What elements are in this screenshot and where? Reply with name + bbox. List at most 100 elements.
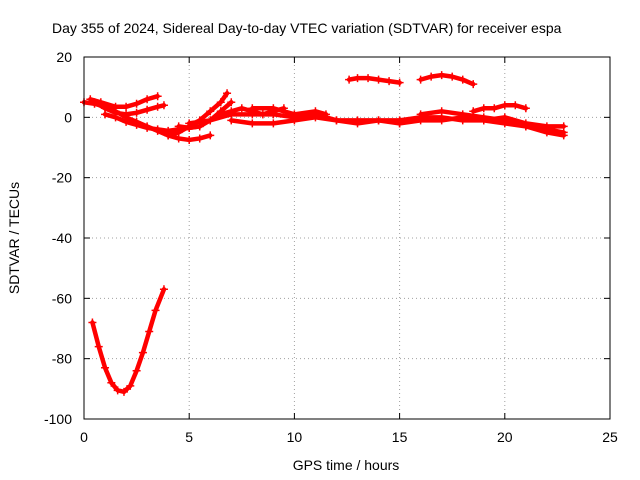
data-point — [122, 102, 131, 111]
data-point — [174, 122, 183, 131]
data-point — [107, 378, 116, 387]
data-point — [113, 386, 122, 395]
y-tick-label: 20 — [56, 49, 72, 65]
data-point — [227, 98, 236, 107]
data-series — [80, 71, 568, 396]
plot-frame — [83, 56, 611, 420]
data-point — [216, 98, 225, 107]
data-point — [185, 135, 194, 144]
data-point — [416, 75, 425, 84]
x-tick-label: 5 — [185, 429, 193, 445]
data-point — [153, 125, 162, 134]
y-axis-label: SDTVAR / TECUs — [6, 182, 22, 294]
data-point — [101, 363, 110, 372]
data-point — [427, 72, 436, 81]
data-point — [374, 116, 383, 125]
gridlines — [84, 57, 610, 419]
series-arc-12 — [416, 107, 568, 140]
data-point — [143, 105, 152, 114]
data-point — [223, 89, 232, 98]
x-axis-label: GPS time / hours — [293, 457, 400, 473]
data-point — [500, 116, 509, 125]
data-point — [119, 387, 128, 396]
data-point — [111, 113, 120, 122]
y-tick-label: 0 — [64, 109, 72, 125]
x-tick-label: 20 — [497, 429, 513, 445]
data-point — [153, 92, 162, 101]
data-point — [132, 108, 141, 117]
data-point — [469, 80, 478, 89]
data-point — [521, 122, 530, 131]
data-point — [311, 107, 320, 116]
data-point — [269, 104, 278, 113]
data-point — [248, 104, 257, 113]
data-point — [479, 104, 488, 113]
data-point — [132, 120, 141, 129]
x-tick-label: 0 — [80, 429, 88, 445]
data-point — [437, 71, 446, 80]
data-point — [290, 110, 299, 119]
series-arc-15 — [416, 71, 478, 89]
data-point — [511, 101, 520, 110]
data-point — [500, 101, 509, 110]
data-point — [132, 99, 141, 108]
data-point — [227, 116, 236, 125]
y-tick-label: -20 — [52, 170, 72, 186]
data-point — [437, 107, 446, 116]
data-point — [159, 101, 168, 110]
data-point — [138, 348, 147, 357]
data-point — [437, 116, 446, 125]
series-arc-16 — [88, 285, 168, 396]
data-point — [101, 110, 110, 119]
data-point — [385, 77, 394, 86]
data-point — [86, 95, 95, 104]
y-tick-label: -100 — [44, 411, 72, 427]
data-point — [490, 104, 499, 113]
data-point — [122, 110, 131, 119]
data-point — [227, 107, 236, 116]
data-point — [94, 342, 103, 351]
data-point — [195, 134, 204, 143]
data-point — [521, 104, 530, 113]
data-point — [416, 110, 425, 119]
data-point — [353, 74, 362, 83]
data-point — [332, 116, 341, 125]
data-point — [258, 110, 267, 119]
data-point — [479, 113, 488, 122]
series-arc-14 — [345, 74, 404, 87]
data-point — [90, 98, 99, 107]
data-point — [542, 128, 551, 137]
series-line — [90, 287, 167, 395]
data-point — [237, 104, 246, 113]
x-tick-label: 15 — [392, 429, 408, 445]
data-point — [122, 117, 131, 126]
data-point — [269, 119, 278, 128]
data-point — [395, 78, 404, 87]
data-point — [159, 285, 168, 294]
y-tick-label: -40 — [52, 230, 72, 246]
data-point — [374, 75, 383, 84]
data-point — [321, 110, 330, 119]
data-point — [132, 366, 141, 375]
data-point — [143, 95, 152, 104]
data-point — [143, 123, 152, 132]
data-point — [164, 131, 173, 140]
y-tick-label: -80 — [52, 351, 72, 367]
data-point — [345, 75, 354, 84]
data-point — [153, 102, 162, 111]
x-tick-label: 25 — [602, 429, 618, 445]
x-tick-label: 10 — [287, 429, 303, 445]
data-point — [353, 119, 362, 128]
data-point — [458, 75, 467, 84]
data-point — [206, 116, 215, 125]
data-point — [126, 381, 135, 390]
data-point — [469, 107, 478, 116]
data-point — [559, 131, 568, 140]
data-point — [88, 318, 97, 327]
data-point — [145, 327, 154, 336]
data-point — [458, 110, 467, 119]
data-point — [206, 107, 215, 116]
data-point — [185, 119, 194, 128]
data-point — [151, 306, 160, 315]
